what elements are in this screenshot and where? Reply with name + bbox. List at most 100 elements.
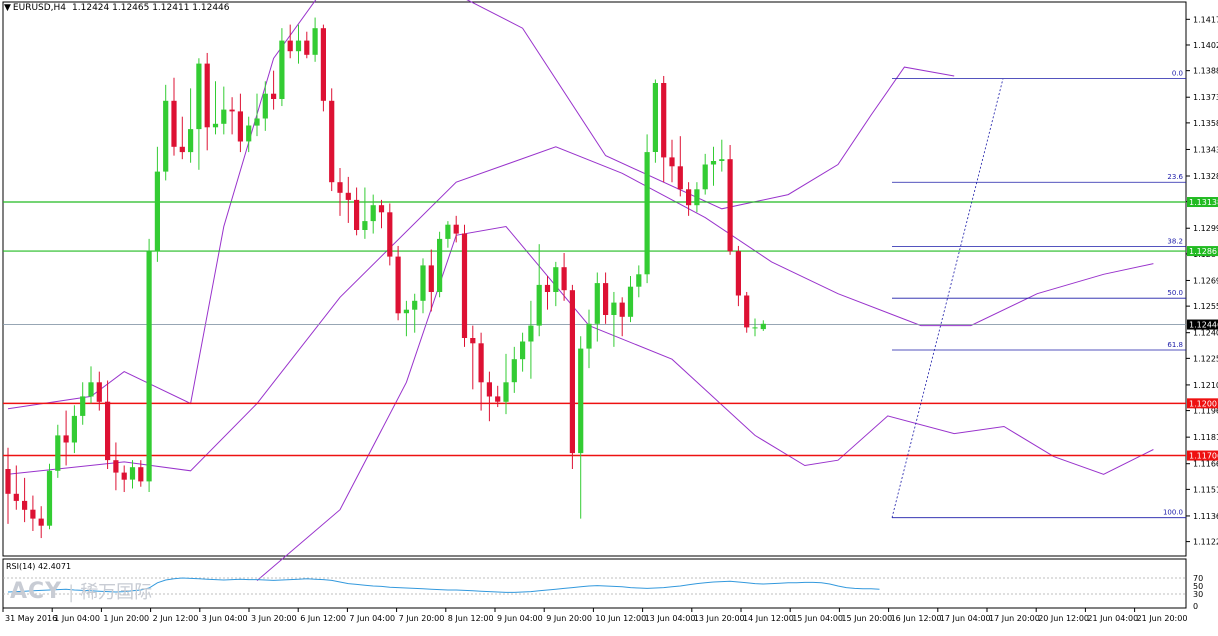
rsi-tick-label: 30 xyxy=(1193,590,1203,599)
symbol-label: EURUSD,H4 xyxy=(12,3,67,13)
bull-candle xyxy=(154,171,160,252)
bull-candle xyxy=(719,159,725,161)
fib-trend-line xyxy=(891,78,1004,518)
bear-candle xyxy=(13,493,19,501)
bear-candle xyxy=(5,469,11,494)
bull-candle xyxy=(528,325,534,342)
bull-candle xyxy=(196,63,202,130)
ohlc-values: 1.12424 1.12465 1.12411 1.12446 xyxy=(72,3,230,13)
bear-candle xyxy=(63,435,69,443)
bull-candle xyxy=(586,323,592,349)
bear-candle xyxy=(113,460,119,473)
chart-header: ▼ EURUSD,H4 1.12424 1.12465 1.12411 1.1244… xyxy=(4,3,230,13)
bear-candle xyxy=(237,111,243,142)
x-tick-label: 17 Jun 04:00 xyxy=(940,614,991,623)
x-tick-label: 20 Jun 12:00 xyxy=(1038,614,1089,623)
bull-candle xyxy=(412,300,418,310)
bear-candle xyxy=(561,267,567,291)
x-tick-label: 6 Jun 12:00 xyxy=(300,614,346,623)
fib-level-label: 23.6 xyxy=(1167,173,1183,181)
x-tick-label: 9 Jun 20:00 xyxy=(546,614,592,623)
bear-candle xyxy=(661,83,667,158)
bear-candle xyxy=(121,472,127,480)
bear-candle xyxy=(735,251,741,296)
bear-candle xyxy=(478,343,484,383)
bull-candle xyxy=(536,284,542,326)
bear-candle xyxy=(354,199,360,230)
bull-candle xyxy=(188,129,194,153)
x-tick-label: 1 Jun 04:00 xyxy=(54,614,100,623)
y-tick-label: 1.11660 xyxy=(1193,460,1218,469)
x-tick-label: 1 Jun 20:00 xyxy=(103,614,149,623)
x-tick-label: 10 Jun 12:00 xyxy=(595,614,646,623)
bull-candle xyxy=(362,221,368,230)
bear-candle xyxy=(38,518,44,526)
bear-candle xyxy=(96,382,102,402)
bear-candle xyxy=(138,467,144,482)
fib-level-label: 100.0 xyxy=(1163,509,1183,517)
bull-candle xyxy=(511,359,517,383)
bear-candle xyxy=(329,100,335,183)
bear-candle xyxy=(619,302,625,317)
bull-candle xyxy=(553,267,559,292)
bull-candle xyxy=(594,283,600,324)
level-tag-1.13138 xyxy=(1187,197,1218,208)
bear-candle xyxy=(271,93,277,99)
rsi-tick-label: 0 xyxy=(1193,602,1198,611)
bull-candle xyxy=(221,109,227,124)
y-tick-label: 1.12105 xyxy=(1193,381,1218,390)
bull-candle xyxy=(146,251,152,482)
bear-candle xyxy=(428,265,434,292)
x-tick-label: 16 Jun 12:00 xyxy=(891,614,942,623)
bear-candle xyxy=(453,224,459,234)
bull-candle xyxy=(279,40,285,99)
bear-candle xyxy=(179,146,185,153)
bull-candle xyxy=(71,415,77,443)
y-tick-label: 1.12695 xyxy=(1193,276,1218,285)
bear-candle xyxy=(378,205,385,213)
x-tick-label: 7 Jun 04:00 xyxy=(349,614,395,623)
x-tick-label: 15 Jun 04:00 xyxy=(792,614,843,623)
bear-candle xyxy=(395,256,401,314)
bull-candle xyxy=(437,238,443,292)
x-tick-label: 15 Jun 20:00 xyxy=(841,614,892,623)
bull-candle xyxy=(420,265,426,301)
bear-candle xyxy=(486,382,492,397)
main-plot-frame xyxy=(2,1,1187,557)
bear-candle xyxy=(345,192,351,200)
bear-candle xyxy=(603,283,609,315)
bull-candle xyxy=(246,125,252,142)
bear-candle xyxy=(677,166,683,190)
x-tick-label: 21 Jun 20:00 xyxy=(1137,614,1188,623)
rsi-tick-label: 50 xyxy=(1193,582,1203,591)
rsi-label: RSI(14) 42.4071 xyxy=(6,562,72,571)
bear-candle xyxy=(387,212,393,257)
x-tick-label: 3 Jun 20:00 xyxy=(251,614,297,623)
dropdown-triangle-icon[interactable]: ▼ xyxy=(4,3,11,13)
bear-candle xyxy=(744,295,750,328)
logo-chinese: 稀万国际 xyxy=(80,582,153,603)
bull-candle xyxy=(636,274,642,287)
bull-candle xyxy=(295,40,302,52)
bull-candle xyxy=(46,470,53,526)
level-tag-1.11706 xyxy=(1187,450,1218,461)
bull-candle xyxy=(88,382,94,397)
bull-candle xyxy=(254,118,260,126)
y-tick-label: 1.11960 xyxy=(1193,407,1218,416)
bear-candle xyxy=(544,284,551,292)
level-tag-label: 1.11706 xyxy=(1189,452,1218,461)
bear-candle xyxy=(287,40,293,52)
bull-candle xyxy=(611,302,617,315)
y-tick-label: 1.12550 xyxy=(1193,302,1218,311)
bull-candle xyxy=(652,83,658,152)
y-tick-label: 1.11515 xyxy=(1193,485,1218,494)
x-tick-label: 13 Jun 20:00 xyxy=(694,614,745,623)
bull-candle xyxy=(370,205,376,222)
bear-candle xyxy=(461,233,468,338)
y-tick-label: 1.11365 xyxy=(1193,512,1218,521)
fib-level-label: 50.0 xyxy=(1167,289,1183,297)
fib-level-label: 38.2 xyxy=(1167,237,1183,245)
